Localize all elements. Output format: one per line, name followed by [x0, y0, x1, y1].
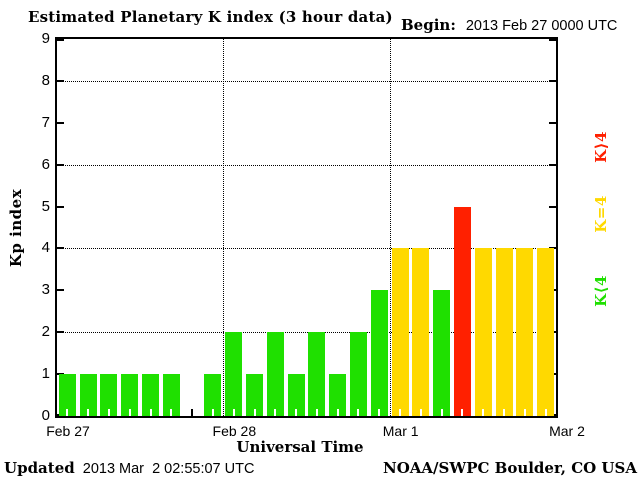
y-axis-tick — [57, 121, 64, 124]
x-minor-tick — [315, 409, 318, 416]
kp-bar — [142, 374, 160, 416]
begin-row: Begin: 2013 Feb 27 0000 UTC — [401, 16, 617, 35]
x-minor-tick — [461, 409, 464, 416]
y-tick-label: 9 — [41, 30, 50, 47]
y-axis-tick — [57, 79, 64, 82]
x-minor-tick — [274, 409, 277, 416]
kp-bar — [453, 206, 471, 416]
x-minor-tick — [482, 409, 485, 416]
kp-bar — [266, 332, 284, 416]
kp-bar — [204, 374, 222, 416]
x-minor-tick — [149, 409, 152, 416]
begin-value: 2013 Feb 27 0000 UTC — [465, 18, 618, 34]
y-axis-tick — [57, 39, 64, 41]
kp-bar — [100, 374, 118, 416]
y-tick-label: 8 — [41, 71, 50, 89]
y-tick-label: 4 — [41, 239, 50, 257]
y-tick-label: 1 — [41, 365, 50, 383]
x-minor-tick — [378, 409, 381, 416]
legend-k-eq-4: K=4 — [592, 195, 610, 233]
y-tick-label: 0 — [41, 407, 50, 424]
y-tick-label: 7 — [41, 113, 50, 131]
y-axis-tick — [57, 247, 64, 250]
y-axis-tick — [57, 205, 64, 208]
legend-k-gt-4: K⟩4 — [592, 131, 610, 163]
x-minor-tick — [191, 409, 194, 416]
x-day-label: Feb 27 — [46, 423, 90, 439]
legend-k-lt-4: K⟨4 — [592, 275, 610, 307]
x-minor-tick — [399, 409, 402, 416]
y-axis-tick — [57, 289, 64, 292]
y-axis-tick — [549, 79, 556, 82]
y-axis-tick — [57, 331, 64, 334]
updated-value: 2013 Mar 2 02:55:07 UTC — [82, 461, 255, 477]
begin-label: Begin: — [401, 16, 456, 34]
kp-bar — [246, 374, 264, 416]
x-axis-labels: Feb 27 Feb 28 Mar 1 Mar 2 — [0, 423, 640, 441]
kp-bar — [308, 332, 326, 416]
y-axis-tick — [57, 163, 64, 166]
gridline-horizontal — [57, 164, 556, 166]
x-day-label: Mar 2 — [549, 423, 585, 439]
y-axis-tick — [57, 373, 64, 376]
kp-bar — [287, 374, 305, 416]
y-axis-labels: 0 1 2 3 4 5 6 7 8 9 — [0, 30, 50, 424]
x-day-label: Mar 1 — [382, 423, 419, 439]
x-minor-tick — [107, 409, 110, 416]
x-minor-tick — [66, 409, 69, 416]
x-minor-tick — [419, 409, 422, 416]
y-axis-tick — [549, 163, 556, 166]
x-minor-tick — [503, 409, 506, 416]
kp-bar — [79, 374, 97, 416]
kp-bar — [495, 248, 513, 416]
x-minor-tick — [357, 409, 360, 416]
updated-label: Updated — [4, 459, 75, 477]
kp-bar — [121, 374, 139, 416]
gridline-day-boundary — [223, 39, 225, 416]
x-day-label: Feb 28 — [212, 423, 257, 439]
kp-bar — [433, 290, 451, 416]
kp-bar — [412, 248, 430, 416]
kp-bar — [516, 248, 534, 416]
kp-bar — [349, 332, 367, 416]
x-minor-tick — [523, 409, 526, 416]
kp-bar — [329, 374, 347, 416]
y-tick-label: 5 — [41, 197, 50, 215]
x-minor-tick — [440, 409, 443, 416]
y-tick-label: 2 — [41, 323, 50, 341]
kp-bar — [537, 248, 555, 416]
x-axis-title: Universal Time — [236, 438, 364, 456]
x-minor-tick — [295, 409, 298, 416]
updated-timestamp: Updated 2013 Mar 2 02:55:07 UTC — [4, 459, 254, 478]
x-minor-tick — [170, 409, 173, 416]
x-minor-tick — [128, 409, 131, 416]
y-axis-tick — [549, 247, 556, 250]
x-minor-tick — [336, 409, 339, 416]
x-minor-tick — [253, 409, 256, 416]
y-tick-label: 3 — [41, 281, 50, 299]
y-axis-tick — [549, 121, 556, 124]
credit-text: NOAA/SWPC Boulder, CO USA — [382, 459, 637, 477]
kp-bar — [162, 374, 180, 416]
kp-bar — [370, 290, 388, 416]
x-minor-tick — [87, 409, 90, 416]
gridline-day-boundary — [389, 39, 391, 416]
kp-bar — [474, 248, 492, 416]
y-axis-tick — [549, 205, 556, 208]
x-minor-tick — [232, 409, 235, 416]
gridline-horizontal — [57, 248, 556, 250]
gridline-horizontal — [57, 332, 556, 334]
kp-bar — [58, 374, 76, 416]
gridline-horizontal — [57, 80, 556, 82]
kp-bar — [391, 248, 409, 416]
x-minor-tick — [544, 409, 547, 416]
kp-bar — [225, 332, 243, 416]
y-axis-tick — [549, 39, 556, 41]
x-minor-tick — [211, 409, 214, 416]
y-tick-label: 6 — [41, 155, 50, 173]
chart-title: Estimated Planetary K index (3 hour data… — [28, 8, 393, 26]
plot-area — [55, 37, 558, 418]
